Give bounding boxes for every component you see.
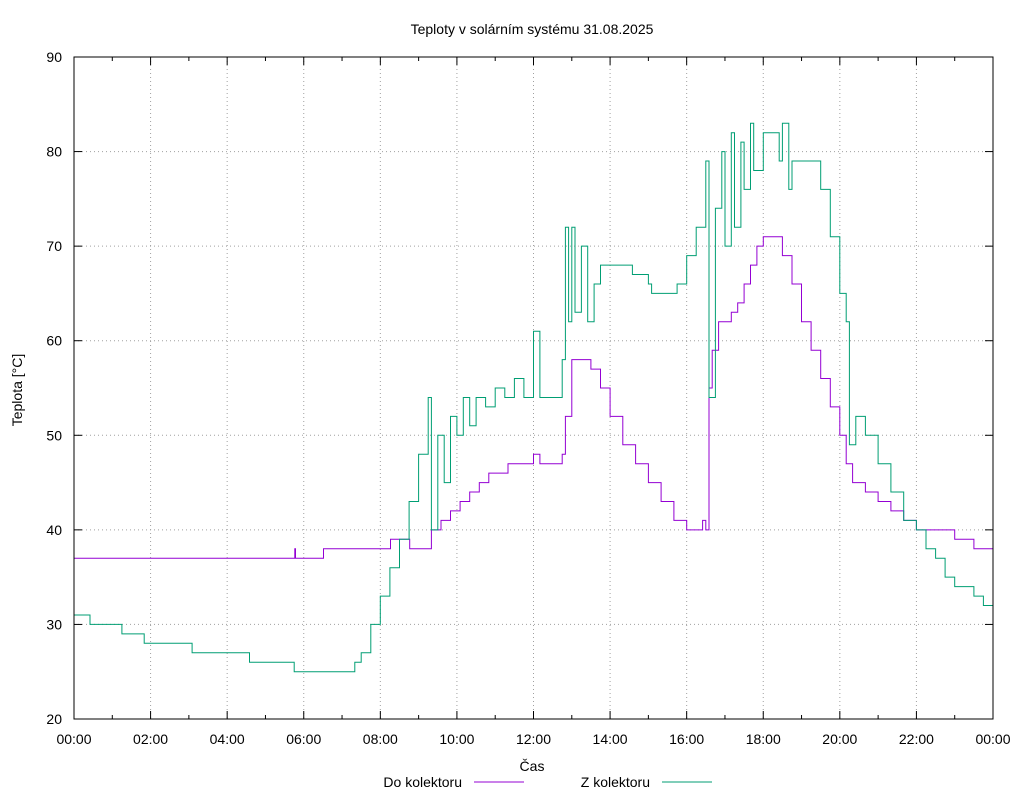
x-axis-title: Čas: [520, 758, 545, 774]
y-tick-label: 60: [46, 333, 62, 349]
y-axis-title: Teplota [°C]: [9, 354, 25, 427]
x-tick-label: 12:00: [516, 731, 551, 747]
y-tick-label: 20: [46, 711, 62, 727]
x-tick-label: 08:00: [363, 731, 398, 747]
x-tick-label: 04:00: [210, 731, 245, 747]
y-tick-label: 30: [46, 616, 62, 632]
y-tick-label: 80: [46, 144, 62, 160]
legend-label-1: Do kolektoru: [383, 774, 462, 790]
y-tick-label: 50: [46, 427, 62, 443]
tick-layer: 20 30 40 50 60 70 80 90 00:00 02:00 04:00 06:00 08:0…: [46, 49, 1010, 747]
chart-title: Teploty v solárním systému 31.08.2025: [411, 21, 654, 37]
legend: Do kolektoru Z kolektoru: [383, 774, 712, 790]
series-line-1: [74, 236, 993, 559]
x-tick-label: 06:00: [286, 731, 321, 747]
y-tick-label: 40: [46, 522, 62, 538]
series-line-2: [74, 122, 994, 673]
x-tick-label: 10:00: [439, 731, 474, 747]
x-tick-label: 22:00: [899, 731, 934, 747]
x-tick-label: 02:00: [133, 731, 168, 747]
series-layer: [74, 122, 994, 673]
y-tick-label: 70: [46, 238, 62, 254]
x-tick-label: 00:00: [56, 731, 91, 747]
legend-label-2: Z kolektoru: [581, 774, 650, 790]
x-tick-label: 18:00: [746, 731, 781, 747]
x-tick-label: 16:00: [669, 731, 704, 747]
x-tick-label: 20:00: [822, 731, 857, 747]
x-tick-label: 14:00: [593, 731, 628, 747]
x-tick-label: 00:00: [975, 731, 1010, 747]
y-tick-label: 90: [46, 49, 62, 65]
